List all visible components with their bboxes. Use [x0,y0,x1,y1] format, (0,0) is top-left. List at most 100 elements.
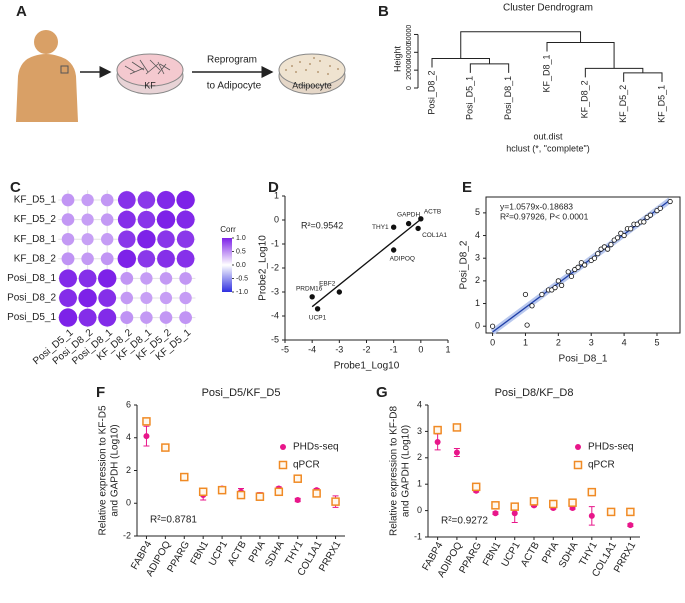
point [549,499,558,509]
y-tick-label: 3 [475,253,480,263]
corr-dot [120,311,134,325]
corr-dot [98,269,117,288]
y-tick-label: 4 [126,432,131,442]
annotation: y=1.0579x-0.18683 [500,201,573,211]
leaf-label: Posi_D8_2 [426,71,436,115]
y-axis-label: Posi_D8_2 [459,240,470,289]
point [555,278,561,284]
corr-dot [61,213,75,226]
point [491,501,500,510]
biopsy-site [60,65,69,74]
leaf-label: KF_D8_2 [580,80,590,118]
x-tick-label: 1 [523,337,528,347]
point [595,251,601,257]
point [627,522,634,529]
point [647,212,654,218]
point [552,285,558,291]
point [274,487,284,497]
point [309,294,315,300]
legend-title: Corr [220,225,236,234]
point-label: GAPDH [397,211,420,218]
y-tick-label: 1 [475,298,480,308]
point [180,472,189,482]
merge [431,58,490,68]
x-axis-label: Posi_D8_1 [559,354,608,365]
dish-label: Adipocyte [292,80,332,90]
point [582,262,588,268]
dish-top [116,53,184,87]
legend-marker [280,444,286,450]
y-tick-label: -2 [271,262,279,272]
corr-dot [118,230,136,248]
leaf-label: KF_D8_1 [541,54,551,92]
corr-dot [156,210,176,229]
x-axis-label: Probe1_Log10 [334,361,400,372]
legend-label: qPCR [588,460,615,471]
point-label: COL1A1 [422,232,447,239]
y-tick-label: 4 [475,230,480,240]
corr-dot [81,193,94,207]
colorbar-tick-label: 0.0 [236,262,246,269]
corr-dot [179,311,192,324]
y-tick-label: 2 [475,275,480,285]
person-head [34,30,58,54]
annotation: R²=0.8781 [150,515,197,526]
subtitle: hclust (*, "complete") [506,143,589,153]
point [641,219,647,225]
leaf-label: Posi_D8_1 [503,76,513,120]
y-tick-label: -1 [414,531,422,541]
y-tick-label: -2 [123,530,131,540]
chart-title: Posi_D5/KF_D5 [202,387,281,399]
corr-dot [176,230,195,248]
point [606,507,616,517]
point [621,232,627,239]
corr-dot [117,249,136,268]
merge [460,31,582,59]
corr-dot [81,213,94,226]
panel-label: A [16,3,27,20]
x-tick-label: 2 [556,337,561,347]
row-label: KF_D5_1 [14,195,57,206]
x-tick-label: -1 [390,344,398,354]
legend-label: qPCR [293,460,320,471]
corr-dot [81,233,94,246]
corr-dot [140,272,153,285]
y-tick-label: 3 [417,426,422,436]
y-axis-label: Probe2_Log10 [258,235,269,301]
annotation: R²=0.9272 [441,516,488,527]
point [492,510,499,517]
x-tick-label: 0 [490,337,495,347]
colorbar [222,238,232,292]
x-tick-label: 3 [589,337,594,347]
point [628,226,634,232]
x-tick-label: 4 [622,337,627,347]
corr-dot [78,269,97,288]
point [522,291,529,298]
point [539,291,545,298]
corr-dot [137,250,156,268]
point [667,198,673,205]
legend-label: PHDs-seq [293,442,339,453]
point [559,282,565,288]
corr-dot [100,193,114,207]
corr-dot [140,291,153,305]
merge [546,41,615,69]
y-tick-label: 0 [475,321,480,331]
y-tick-label: 4 [417,399,422,409]
corr-dot [58,308,78,327]
point [510,502,519,511]
corr-dot [117,191,136,209]
x-tick-label: 5 [654,337,659,347]
chart-title: Cluster Dendrogram [503,3,593,14]
corr-dot [61,252,75,266]
y-tick-label: 20000 [406,60,413,80]
point [489,323,496,329]
point [568,273,575,279]
corr-dot [100,213,114,226]
corr-dot [120,272,134,285]
x-tick-label: -5 [281,344,289,354]
point [142,417,151,426]
person-body [16,54,78,122]
x-tick-label: SDHA [557,540,581,570]
y-tick-label: 2 [126,465,131,475]
